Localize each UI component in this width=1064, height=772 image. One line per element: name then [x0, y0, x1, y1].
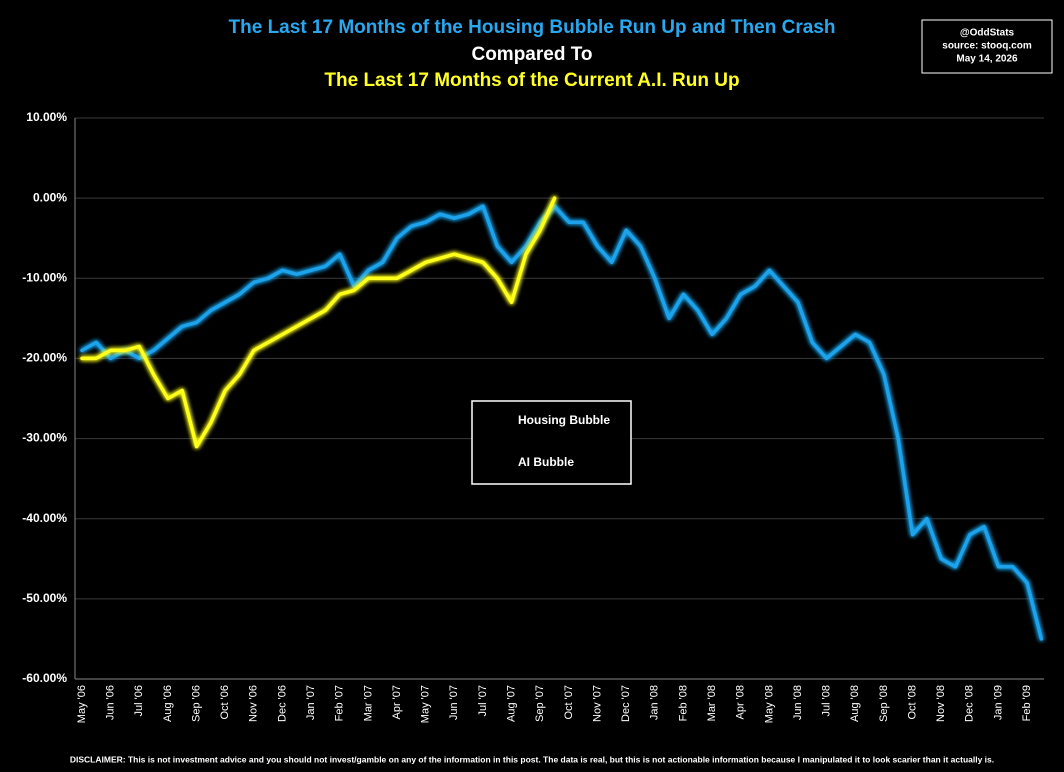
x-tick-label: Jul '07	[477, 685, 489, 716]
y-tick-label: -50.00%	[22, 591, 67, 605]
x-tick-label: Jun '06	[105, 685, 117, 720]
x-tick-label: Oct '08	[906, 685, 918, 720]
x-tick-label: Nov '06	[248, 685, 260, 722]
x-tick-label: Oct '07	[563, 685, 575, 720]
x-tick-label: Oct '06	[219, 685, 231, 720]
y-tick-label: -60.00%	[22, 671, 67, 685]
y-tick-label: -20.00%	[22, 351, 67, 365]
source-text: source: stooq.com	[942, 41, 1032, 52]
chart-title: The Last 17 Months of the Housing Bubble…	[229, 17, 836, 38]
legend-label: AI Bubble	[518, 455, 574, 469]
x-tick-label: Sep '06	[190, 685, 202, 722]
disclaimer: DISCLAIMER: This is not investment advic…	[70, 754, 994, 764]
x-tick-label: Sep '07	[534, 685, 546, 722]
x-tick-label: Nov '07	[591, 685, 603, 722]
x-tick-label: Aug '07	[506, 685, 518, 722]
x-tick-label: Dec '08	[964, 685, 976, 722]
legend: Housing Bubble AI Bubble	[471, 400, 632, 485]
x-tick-label: Jul '06	[133, 685, 145, 716]
chart-subtitle: The Last 17 Months of the Current A.I. R…	[324, 70, 739, 91]
chart-subtitle: Compared To	[471, 44, 592, 65]
series-line	[80, 204, 1044, 641]
x-tick-label: Jun '07	[448, 685, 460, 720]
x-tick-label: Mar '07	[362, 685, 374, 721]
x-tick-label: Feb '09	[1021, 685, 1033, 721]
x-tick-label: Dec '06	[276, 685, 288, 722]
x-tick-label: Apr '07	[391, 685, 403, 720]
y-tick-label: -40.00%	[22, 511, 67, 525]
source-text: May 14, 2026	[956, 54, 1018, 65]
x-tick-label: Jan '08	[649, 685, 661, 720]
x-tick-label: May '06	[76, 685, 88, 723]
x-tick-label: Nov '08	[935, 685, 947, 722]
x-tick-label: Feb '08	[677, 685, 689, 721]
source-box	[921, 19, 1053, 74]
x-tick-label: Jan '09	[992, 685, 1004, 720]
x-tick-label: Aug '06	[162, 685, 174, 722]
y-tick-label: 0.00%	[33, 190, 67, 204]
legend-box	[471, 400, 632, 485]
x-tick-label: Sep '08	[878, 685, 890, 722]
x-tick-label: Apr '08	[735, 685, 747, 720]
x-tick-label: Jun '08	[792, 685, 804, 720]
x-tick-label: Jan '07	[305, 685, 317, 720]
x-tick-label: May '07	[420, 685, 432, 723]
y-tick-label: -10.00%	[22, 270, 67, 284]
x-tick-label: May '08	[763, 685, 775, 723]
x-tick-label: Feb '07	[334, 685, 346, 721]
source-text: @OddStats	[960, 28, 1015, 39]
y-tick-label: -30.00%	[22, 431, 67, 445]
x-tick-label: Mar '08	[706, 685, 718, 721]
x-tick-label: Jul '08	[821, 685, 833, 716]
x-tick-label: Dec '07	[620, 685, 632, 722]
x-tick-label: Aug '08	[849, 685, 861, 722]
series-line	[80, 196, 557, 449]
legend-label: Housing Bubble	[518, 413, 610, 427]
y-tick-label: 10.00%	[26, 110, 67, 124]
